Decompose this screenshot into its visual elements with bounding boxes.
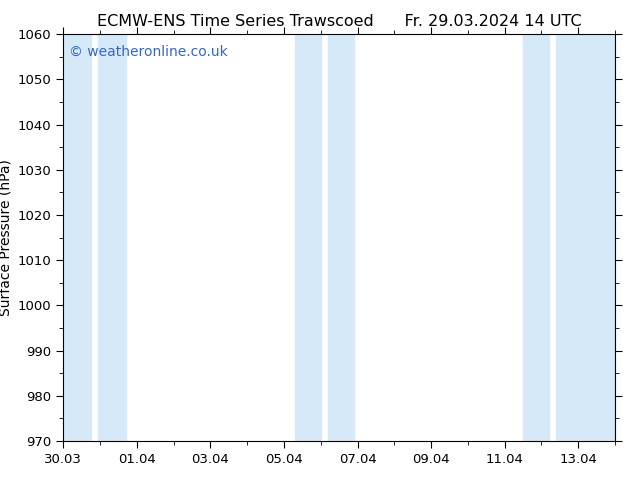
Bar bbox=[63, 34, 91, 441]
Title: ECMW-ENS Time Series Trawscoed      Fr. 29.03.2024 14 UTC: ECMW-ENS Time Series Trawscoed Fr. 29.03… bbox=[97, 14, 581, 29]
Text: © weatheronline.co.uk: © weatheronline.co.uk bbox=[69, 45, 228, 58]
Bar bbox=[523, 34, 549, 441]
Y-axis label: Surface Pressure (hPa): Surface Pressure (hPa) bbox=[0, 159, 12, 316]
Bar bbox=[556, 34, 615, 441]
Bar bbox=[98, 34, 126, 441]
Bar bbox=[295, 34, 321, 441]
Bar bbox=[328, 34, 354, 441]
